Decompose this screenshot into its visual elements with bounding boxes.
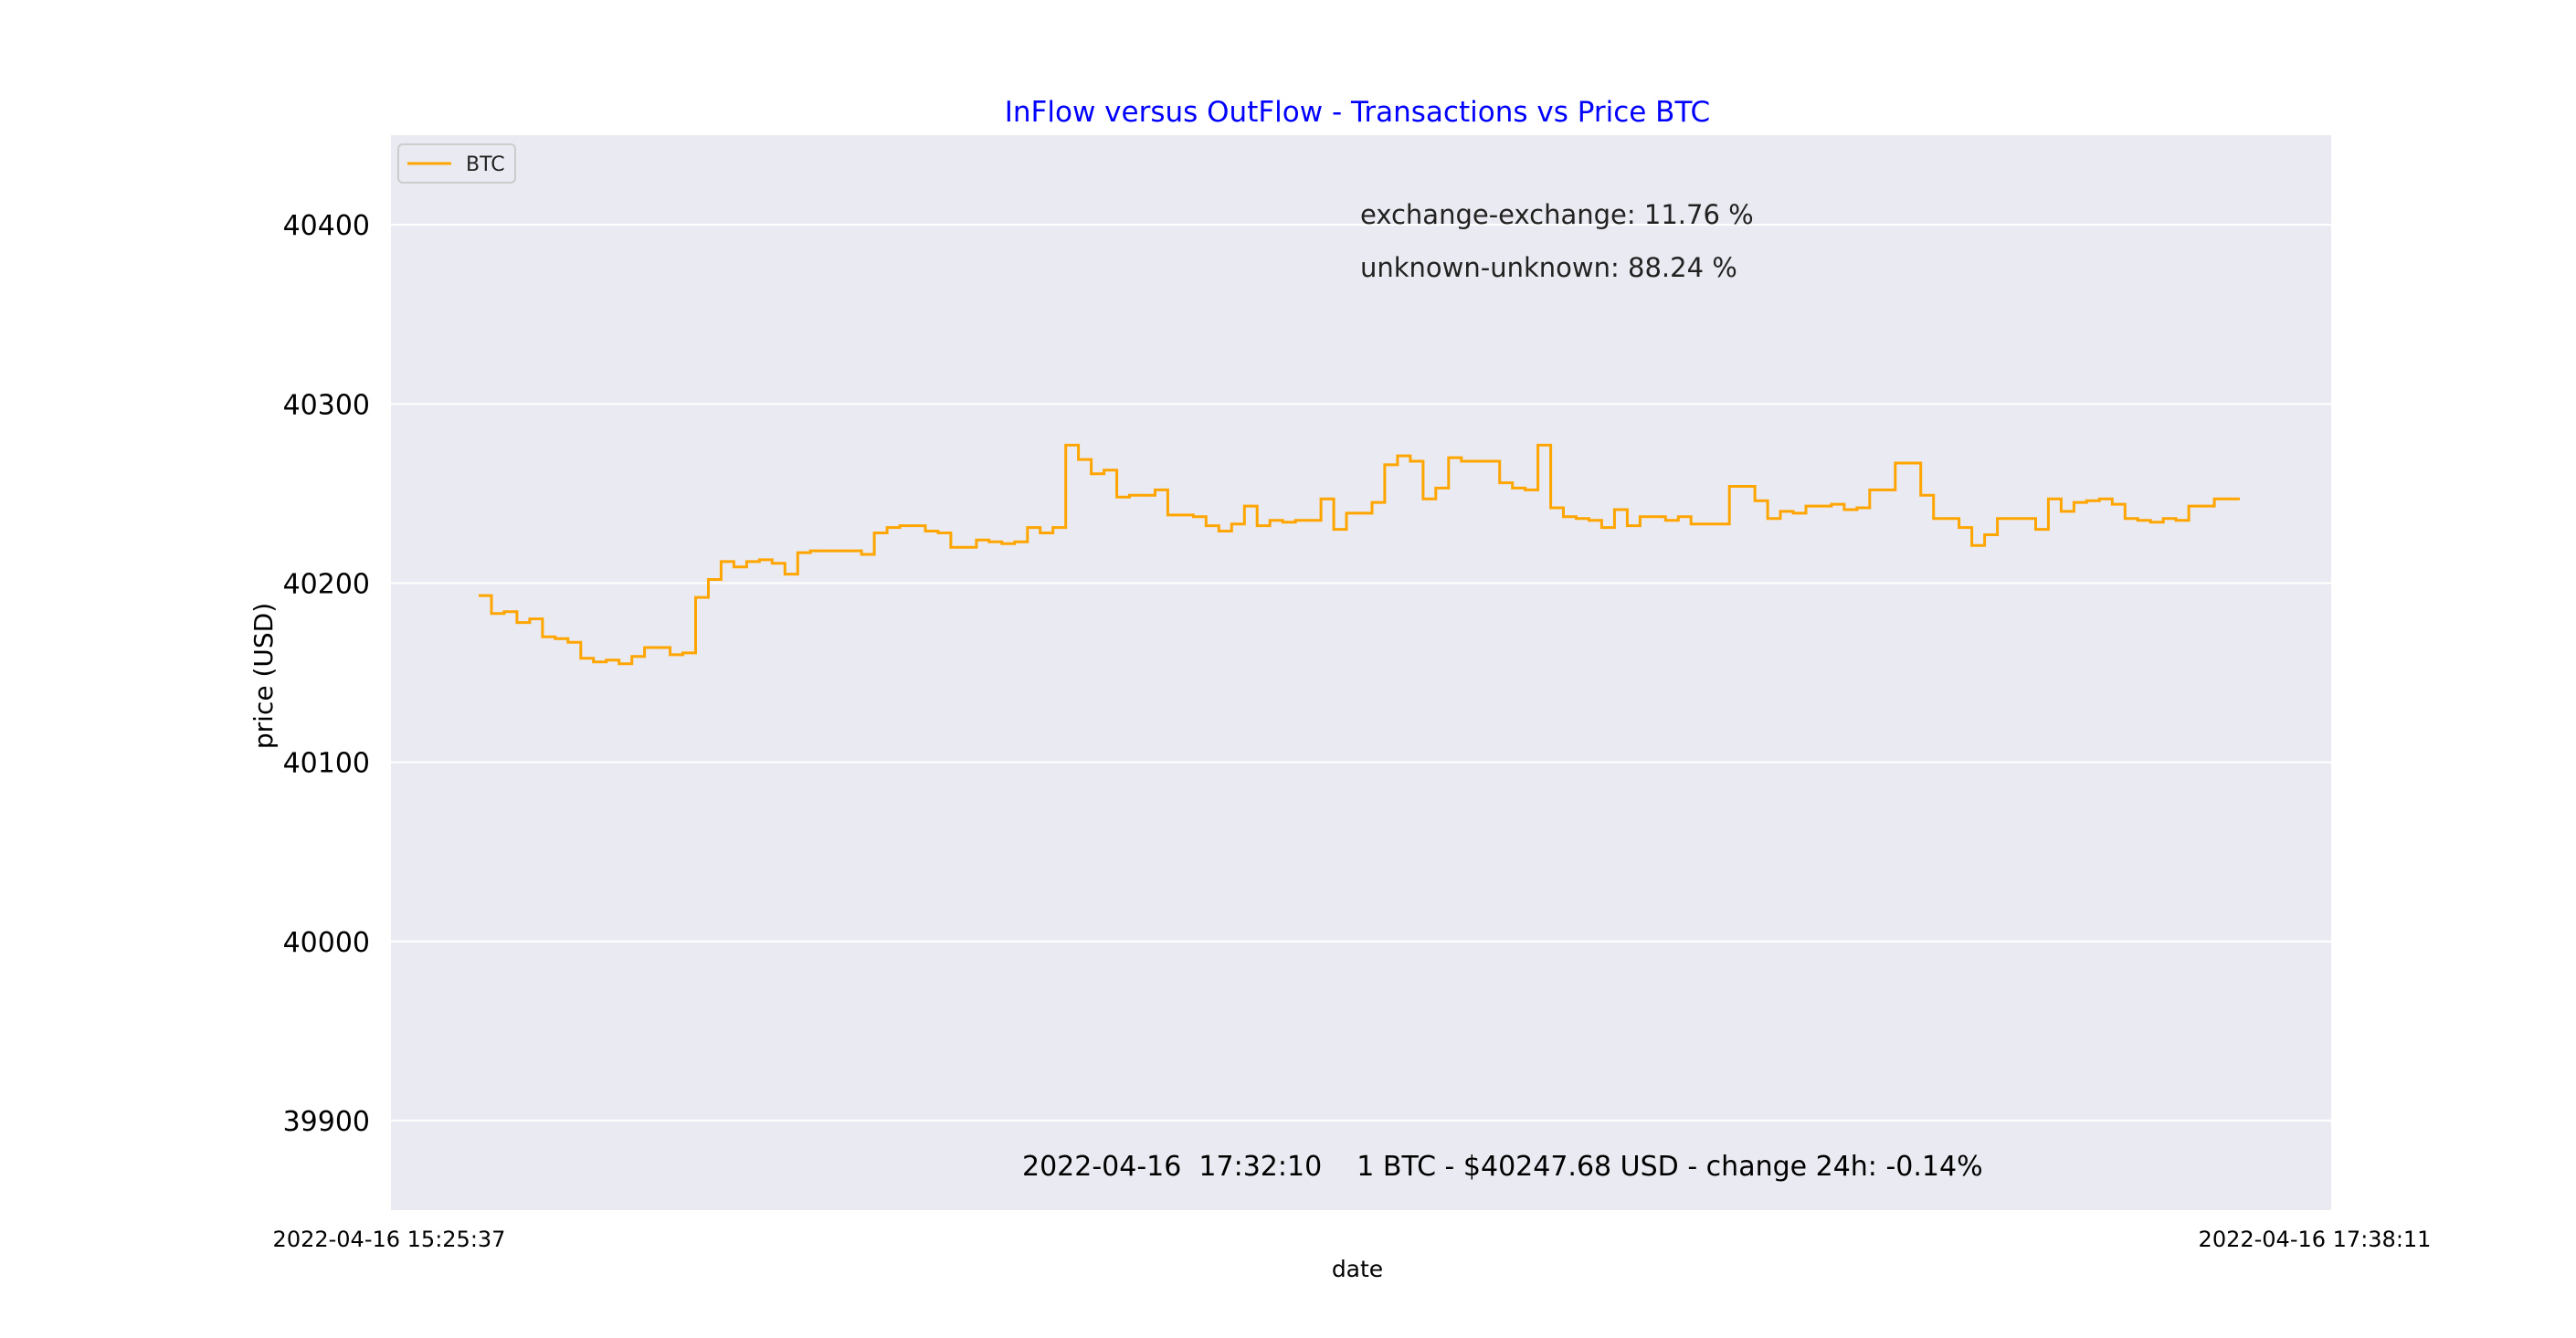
y-tick-label: 40200 — [283, 568, 370, 600]
y-axis-label: price (USD) — [248, 603, 279, 749]
annotation-exchange: exchange-exchange: 11.76 % — [1360, 199, 1754, 230]
y-tick-labels: 39900 40000 40100 40200 40300 40400 — [283, 210, 370, 1138]
y-tick-label: 40000 — [283, 927, 370, 959]
y-tick-label: 40300 — [283, 389, 370, 421]
annotation-unknown: unknown-unknown: 88.24 % — [1360, 252, 1737, 283]
legend-box — [397, 143, 516, 184]
x-axis-label: date — [1332, 1256, 1383, 1282]
x-tick-label-end: 2022-04-16 17:38:11 — [2199, 1227, 2432, 1252]
x-tick-label-start: 2022-04-16 15:25:37 — [273, 1227, 506, 1252]
legend: BTC — [397, 143, 516, 184]
legend-entry-btc: BTC — [466, 153, 505, 176]
plot-area — [391, 135, 2331, 1210]
grid-lines — [391, 224, 2331, 1122]
y-tick-label: 39900 — [283, 1106, 370, 1138]
y-tick-label: 40400 — [283, 210, 370, 242]
price-footer: 2022-04-16 17:32:10 1 BTC - $40247.68 US… — [1022, 1151, 1983, 1183]
y-tick-label: 40100 — [283, 748, 370, 780]
chart-title: InFlow versus OutFlow - Transactions vs … — [1005, 96, 1710, 129]
series-line-btc — [479, 443, 2240, 666]
